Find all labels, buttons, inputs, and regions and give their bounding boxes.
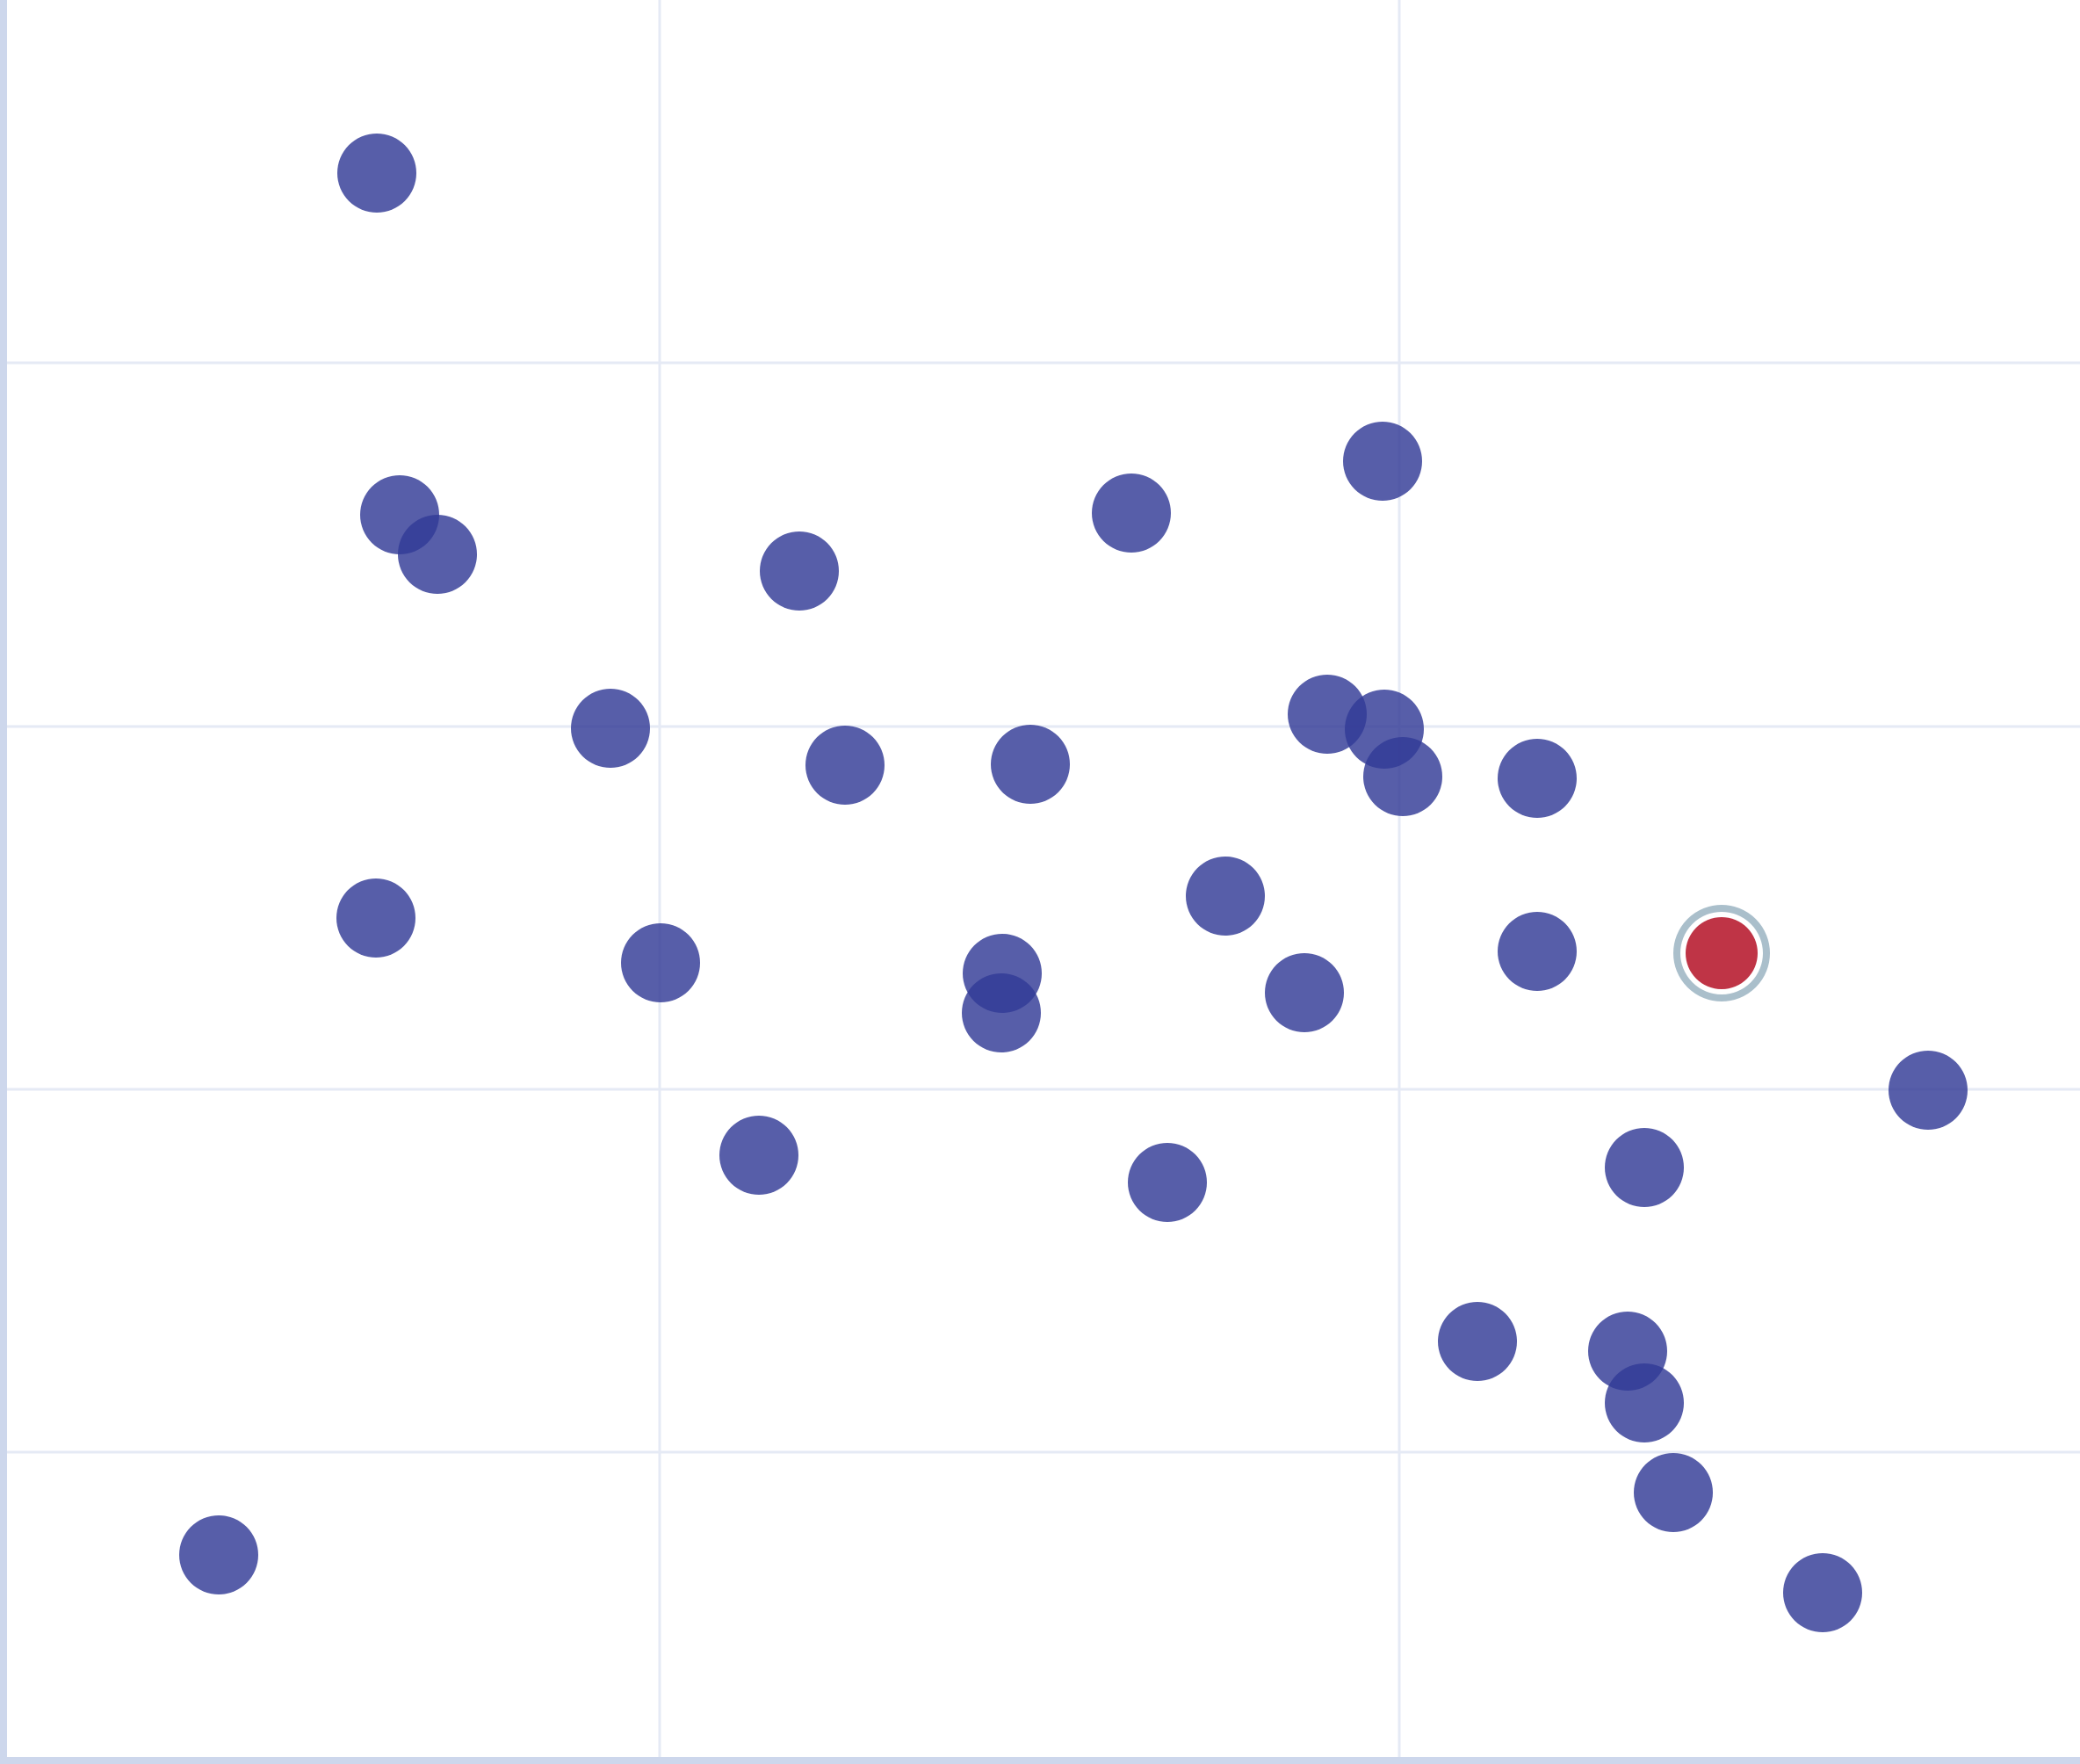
data-point[interactable] — [719, 1116, 798, 1195]
data-point[interactable] — [1186, 857, 1265, 936]
data-point[interactable] — [991, 725, 1070, 804]
data-point[interactable] — [179, 1515, 258, 1594]
data-point[interactable] — [1438, 1302, 1517, 1381]
data-point[interactable] — [1605, 1363, 1684, 1442]
data-point[interactable] — [1783, 1553, 1862, 1632]
data-point[interactable] — [571, 689, 650, 768]
data-point[interactable] — [398, 515, 477, 594]
plot-left-border — [0, 0, 7, 1764]
data-point[interactable] — [1498, 912, 1577, 991]
data-point[interactable] — [962, 973, 1041, 1052]
data-point[interactable] — [1498, 739, 1577, 818]
data-point[interactable] — [336, 878, 415, 958]
data-point[interactable] — [1889, 1051, 1968, 1130]
data-point[interactable] — [1092, 474, 1171, 553]
data-point[interactable] — [1634, 1453, 1713, 1532]
data-point[interactable] — [1343, 422, 1422, 501]
data-point[interactable] — [805, 726, 885, 805]
plot-bottom-border — [0, 1757, 2080, 1764]
data-point[interactable] — [760, 531, 839, 611]
data-point[interactable] — [1128, 1143, 1207, 1222]
data-point[interactable] — [621, 923, 700, 1002]
highlighted-data-point[interactable] — [1686, 917, 1758, 989]
data-point[interactable] — [1363, 737, 1442, 816]
data-point[interactable] — [1605, 1128, 1684, 1207]
data-point[interactable] — [1265, 953, 1344, 1032]
data-point[interactable] — [337, 134, 416, 213]
